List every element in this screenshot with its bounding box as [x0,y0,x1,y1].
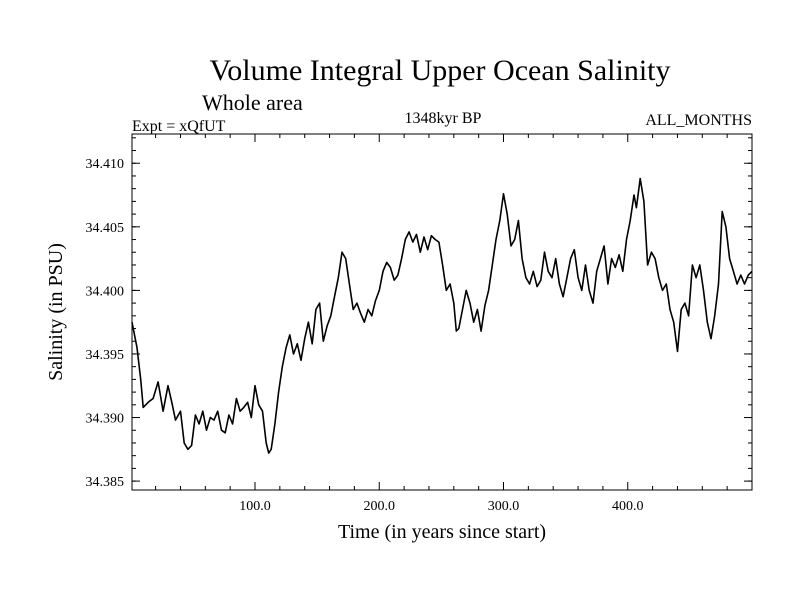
chart-subtitle: Whole area [202,90,303,115]
y-axis: 34.385 34.390 34.395 34.400 34.405 34.410 [86,137,752,490]
y-tick-label: 34.385 [86,475,125,490]
x-tick-label: 100.0 [239,499,271,514]
x-axis-label: Time (in years since start) [338,521,546,543]
y-axis-label: Salinity (in PSU) [45,243,67,381]
x-axis: 100.0 200.0 300.0 400.0 [155,134,728,514]
y-tick-label: 34.400 [86,284,125,299]
experiment-label: Expt = xQfUT [132,118,226,135]
y-tick-label: 34.405 [86,221,125,236]
months-label: ALL_MONTHS [645,112,752,129]
y-tick-label: 34.395 [86,348,125,363]
x-tick-label: 200.0 [364,499,396,514]
chart-title: Volume Integral Upper Ocean Salinity [210,54,671,87]
salinity-series-line [131,177,753,454]
x-tick-label: 400.0 [612,499,644,514]
y-tick-label: 34.410 [86,157,125,172]
y-tick-label: 34.390 [86,412,125,427]
plot-frame [131,133,753,491]
period-label: 1348kyr BP [405,110,482,127]
x-tick-label: 300.0 [488,499,520,514]
